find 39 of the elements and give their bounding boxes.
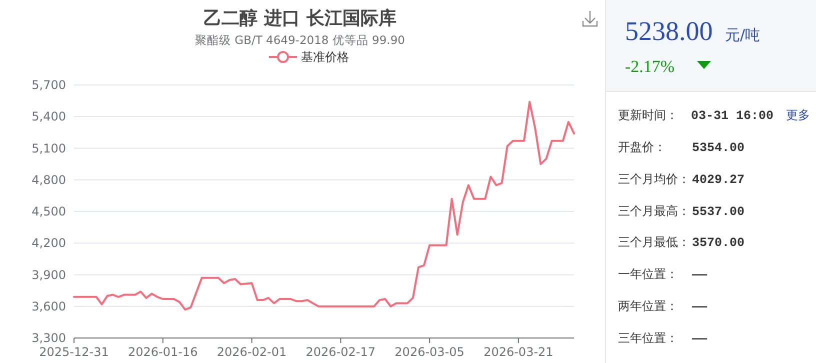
text: 两年位置： [618, 299, 678, 313]
y-tick-label: 5,100 [32, 141, 66, 156]
x-tick-label: 2026-02-17 [306, 345, 376, 359]
text: 开盘价： [618, 140, 666, 154]
text: 三个月均价： [618, 172, 690, 186]
y-tick-label: 4,500 [32, 204, 66, 218]
text: 更新时间： [618, 108, 678, 122]
text: —— [691, 268, 708, 282]
x-tick-label: 2025-12-31 [39, 345, 109, 359]
text: -2.17% [625, 57, 675, 76]
line-series [73, 100, 575, 311]
text: 三个月最低： [618, 235, 690, 249]
text: 三个月最高： [618, 204, 690, 218]
y-tick-label: 4,800 [32, 172, 66, 187]
x-tick-label: 2026-03-05 [394, 345, 464, 359]
y-tick-label: 3,300 [32, 331, 66, 345]
text: 元/吨 [725, 26, 760, 44]
y-tick-label: 3,600 [32, 299, 66, 314]
text: —— [691, 332, 708, 346]
y-tick-label: 5,700 [32, 78, 66, 92]
text: 4029.27 [692, 173, 745, 187]
text: 5537.00 [692, 205, 745, 219]
x-tick-label: 2026-03-21 [484, 345, 554, 359]
text: 三年位置： [618, 331, 678, 345]
text: 5238.00 [625, 16, 713, 46]
text: 3570.00 [692, 236, 745, 250]
chart-title: 乙二醇 进口 长江国际库 [204, 8, 396, 29]
legend-label: 基准价格 [301, 50, 349, 64]
text: 更多 [786, 108, 810, 122]
x-tick-label: 2026-02-01 [216, 345, 287, 359]
text: 03-31 16:00 [691, 109, 774, 123]
y-tick-label: 3,900 [32, 268, 66, 282]
x-tick-label: 2026-01-16 [128, 345, 198, 359]
y-tick-label: 4,200 [32, 236, 66, 250]
text: 5354.00 [692, 141, 745, 155]
text: 一年位置： [618, 267, 678, 281]
chart-subtitle: 聚酯级 GB/T 4649-2018 优等品 99.90 [195, 33, 405, 47]
y-tick-label: 5,400 [32, 110, 66, 124]
text: —— [691, 300, 708, 314]
